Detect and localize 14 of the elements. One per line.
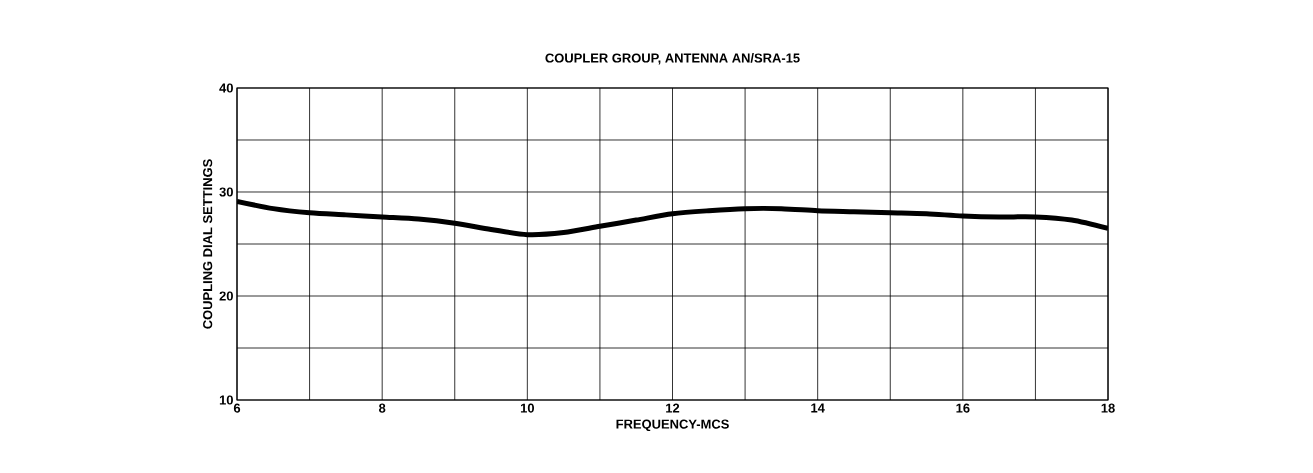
chart-title: COUPLER GROUP, ANTENNA AN/SRA-15 xyxy=(545,53,800,65)
x-tick-label: 16 xyxy=(956,403,970,413)
y-tick-label: 30 xyxy=(219,187,233,197)
x-axis-title: FREQUENCY-MCS xyxy=(616,419,729,432)
x-tick-label: 8 xyxy=(378,403,386,413)
x-tick-label: 10 xyxy=(520,403,535,413)
x-tick-label: 6 xyxy=(233,403,241,413)
y-tick-label: 20 xyxy=(219,291,233,301)
y-tick-label: 40 xyxy=(219,83,233,93)
y-tick-label: 10 xyxy=(219,395,233,405)
x-tick-label: 12 xyxy=(666,403,680,413)
x-tick-label: 14 xyxy=(811,403,825,413)
y-axis-title: COUPLING DIAL SETTINGS xyxy=(203,159,213,329)
x-tick-label: 18 xyxy=(1101,403,1115,413)
